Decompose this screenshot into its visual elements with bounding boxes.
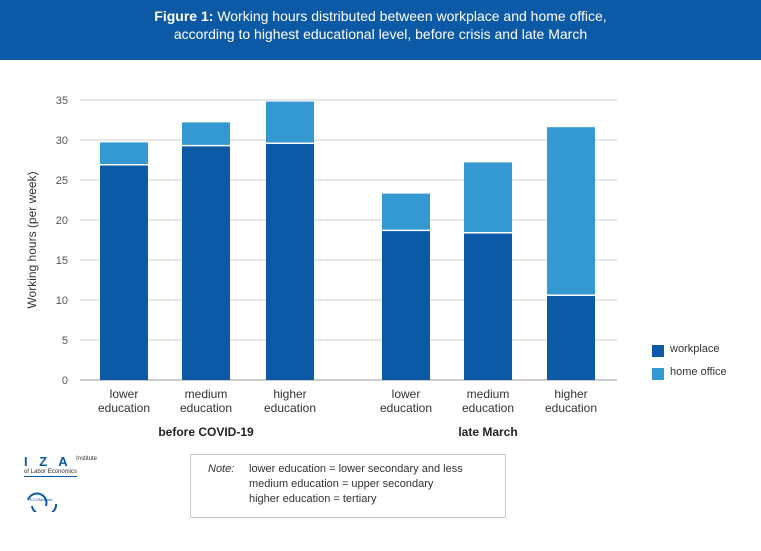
econtribute-logo: ECONtribute bbox=[27, 492, 58, 512]
bar-home-office-late-2 bbox=[547, 127, 595, 296]
group-label-1: late March bbox=[458, 425, 517, 439]
y-tick-label-0: 0 bbox=[62, 375, 68, 387]
bar-home-office-late-1 bbox=[464, 162, 512, 233]
legend-label-home-office: home office bbox=[670, 366, 727, 378]
figure-label: Figure 1: bbox=[154, 8, 214, 24]
x-tick-label-1-0: medium bbox=[185, 387, 228, 401]
x-tick-label-3-1: education bbox=[380, 401, 432, 415]
y-tick-label-15: 15 bbox=[56, 255, 68, 267]
bar-workplace-before-2 bbox=[266, 143, 314, 380]
title-line-2: according to highest educational level, … bbox=[173, 26, 588, 42]
bar-workplace-late-2 bbox=[547, 295, 595, 380]
bar-home-office-before-2 bbox=[266, 101, 314, 144]
x-tick-label-5-0: higher bbox=[554, 387, 587, 401]
stacked-bar-chart: 0 5 10 15 20 25 30 35 Working hours (per week) lo… bbox=[25, 95, 617, 439]
y-tick-label-5: 5 bbox=[62, 335, 68, 347]
bar-home-office-before-1 bbox=[182, 122, 230, 146]
bar-workplace-late-1 bbox=[464, 232, 512, 380]
note-line-2: medium education = upper secondary bbox=[249, 478, 434, 490]
legend-swatch-workplace bbox=[652, 345, 664, 357]
y-tick-label-20: 20 bbox=[56, 215, 68, 227]
bar-home-office-late-0 bbox=[382, 193, 430, 231]
y-tick-label-10: 10 bbox=[56, 295, 68, 307]
title-line-1: Figure 1: Working hours distributed betw… bbox=[0, 8, 761, 24]
y-tick-label-30: 30 bbox=[56, 135, 68, 147]
note-box: Note: lower education = lower secondary … bbox=[190, 454, 506, 518]
title-text-1: Working hours distributed between workpl… bbox=[217, 8, 607, 24]
x-tick-label-4-0: medium bbox=[467, 387, 510, 401]
svg-text:ECONtribute: ECONtribute bbox=[30, 497, 53, 502]
iza-logo-text-2: of Labor Economics bbox=[24, 469, 78, 477]
note-line-1: lower education = lower secondary and le… bbox=[249, 463, 463, 475]
iza-logo: I Z A Institute of Labor Economics bbox=[24, 454, 97, 477]
x-tick-label-3-0: lower bbox=[392, 387, 421, 401]
note-line-3: higher education = tertiary bbox=[249, 493, 377, 505]
bar-workplace-before-1 bbox=[182, 145, 230, 380]
x-tick-label-5-1: education bbox=[545, 401, 597, 415]
x-tick-label-1-1: education bbox=[180, 401, 232, 415]
y-tick-label-35: 35 bbox=[56, 95, 68, 107]
y-tick-label-25: 25 bbox=[56, 175, 68, 187]
legend-swatch-home-office bbox=[652, 368, 664, 380]
x-tick-label-4-1: education bbox=[462, 401, 514, 415]
iza-logo-text-1: Institute bbox=[76, 456, 98, 462]
x-tick-label-2-1: education bbox=[264, 401, 316, 415]
bar-home-office-before-0 bbox=[100, 142, 148, 165]
bar-workplace-late-0 bbox=[382, 230, 430, 380]
note-key: Note: bbox=[208, 463, 235, 475]
x-tick-label-2-0: higher bbox=[273, 387, 306, 401]
iza-logo-mark: I Z A bbox=[24, 454, 72, 469]
x-tick-label-0-1: education bbox=[98, 401, 150, 415]
figure-header: Figure 1: Working hours distributed betw… bbox=[0, 0, 761, 60]
x-tick-label-0-0: lower bbox=[110, 387, 139, 401]
legend-label-workplace: workplace bbox=[670, 343, 720, 355]
group-label-0: before COVID-19 bbox=[158, 425, 254, 439]
y-axis-title: Working hours (per week) bbox=[25, 171, 39, 308]
bar-workplace-before-0 bbox=[100, 164, 148, 380]
